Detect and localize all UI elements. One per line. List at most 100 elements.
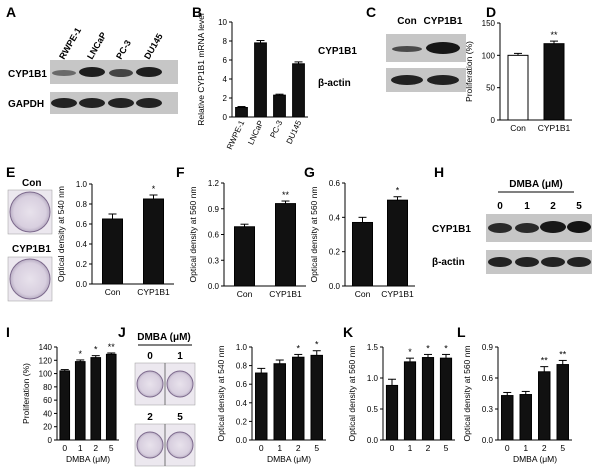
blot-h-cyp1b1-strip [486,214,592,242]
blot-c-cyp1b1-strip [386,34,466,62]
blot-a-lane-label: LNCaP [85,30,108,61]
y-tick-label: 80 [43,383,52,392]
panel-letter-k: K [343,324,353,340]
y-tick-label: 0.0 [208,282,220,291]
blot-h-dose-label: 0 [497,201,503,212]
y-tick-label: 0.3 [482,405,494,414]
y-tick-label: 8 [223,37,228,46]
blot-band [540,221,566,233]
chart-j: 0.0 0.2 0.4 0.6 0.8 1.0 Optical density at 540… [216,340,326,464]
x-axis-label: DMBA (μM) [66,454,110,464]
y-tick-label: 0.2 [76,260,88,269]
y-tick-label: 0.3 [208,256,220,265]
bar [501,395,514,441]
y-tick-label: 20 [43,423,52,432]
x-tick-label: Con [237,289,253,299]
y-tick-label: 0 [491,116,496,125]
x-tick-label: 0 [390,443,395,453]
significance-marker: ** [541,356,549,366]
bar [254,42,267,118]
y-axis-label: Relative CYP1B1 mRNA level [196,13,206,126]
blot-band [427,75,459,85]
blot-band [541,257,565,267]
bar [439,357,453,441]
y-tick-label: 0.4 [76,240,88,249]
colony-dish-image [7,256,53,302]
y-tick-label: 0.6 [329,179,341,188]
y-tick-label: 0.9 [482,343,494,352]
y-tick-label: 2 [223,94,228,103]
x-tick-label: CYP1B1 [137,287,170,297]
blot-c-lane-label: Con [397,16,416,27]
y-tick-label: 1.0 [367,374,379,383]
y-tick-label: 0.4 [329,213,341,222]
significance-marker: ** [108,342,116,352]
bar [59,370,71,441]
x-tick-label: 1 [523,443,528,453]
y-axis-label: Optical density at 560 nm [188,187,198,283]
blot-a-lane-label: PC-3 [114,38,133,61]
x-tick-label: Con [510,123,526,133]
y-tick-label: 0.8 [76,200,88,209]
blot-c-row-label: CYP1B1 [318,46,357,57]
bar [74,361,86,441]
bar [385,384,399,441]
x-tick-label: 2 [93,443,98,453]
chart-f: F 0.0 0.3 0.6 0.9 1.2 Optical density at 560 n… [176,164,306,299]
x-tick-label: Con [355,289,371,299]
y-tick-label: 50 [486,84,495,93]
y-tick-label: 40 [43,409,52,418]
blot-band [488,257,512,267]
dish-e-label: CYP1B1 [12,244,51,255]
dish-j-dose-label: 2 [147,412,153,423]
x-tick-label: 5 [444,443,449,453]
chart-e: 0.0 0.2 0.4 0.6 0.8 1.0 Optical density at 540… [56,180,174,297]
x-tick-label: 0 [505,443,510,453]
blot-c-lane-label: CYP1B1 [424,16,463,27]
significance-marker: ** [559,349,567,359]
y-axis-label: Optical density at 540 nm [56,186,66,282]
bar [273,94,286,118]
bar [255,372,268,441]
blot-band [515,257,539,267]
blot-band [515,223,539,233]
y-tick-label: 100 [482,51,496,60]
chart-i: I 0 20 40 60 80 100 120 140 Proliferation (%) 0 * 1 *… [6,324,119,464]
x-tick-label: 1 [277,443,282,453]
y-tick-label: 0.2 [329,248,341,257]
y-axis-label: Proliferation (%) [21,363,31,424]
chart-b: B 0 2 4 6 8 10 Relative CYP1B1 mRNA level RWPE-1… [192,4,308,151]
chart-l: L 0.0 0.3 0.6 0.9 Optical density at 560 nm 0 1… [457,324,572,464]
blot-band [392,46,422,52]
blot-band [567,221,591,233]
bar [403,361,417,441]
bar [102,218,123,285]
significance-marker: * [444,343,448,353]
y-tick-label: 0.6 [76,220,88,229]
y-tick-label: 4 [223,75,228,84]
y-axis-label: Optical density at 560 nm [309,187,319,283]
y-tick-label: 0.6 [208,231,220,240]
x-tick-label: 0 [259,443,264,453]
panel-letter-e: E [6,164,15,180]
x-tick-label: 5 [560,443,565,453]
y-axis-label: Optical density at 540 nm [216,346,226,442]
y-tick-label: 0.6 [236,380,248,389]
y-tick-label: 140 [39,343,53,352]
bar [275,203,296,287]
blot-a-lane-label: RWPE-1 [57,26,83,61]
blot-band [488,223,512,233]
bar [387,199,408,287]
blot-band [391,75,423,85]
chart-g: G 0.0 0.2 0.4 0.6 Optical density at 560 nm Co… [304,164,415,299]
bar [519,394,532,441]
panel-letter-j: J [118,324,126,340]
blot-a-row-label: GAPDH [8,99,44,110]
bar [538,371,551,441]
x-tick-label: CYP1B1 [381,289,414,299]
bar [234,226,255,287]
blot-h-treatment-label: DMBA (μM) [509,179,563,190]
significance-marker: * [152,184,156,194]
blot-a-gapdh-strip [50,92,178,114]
